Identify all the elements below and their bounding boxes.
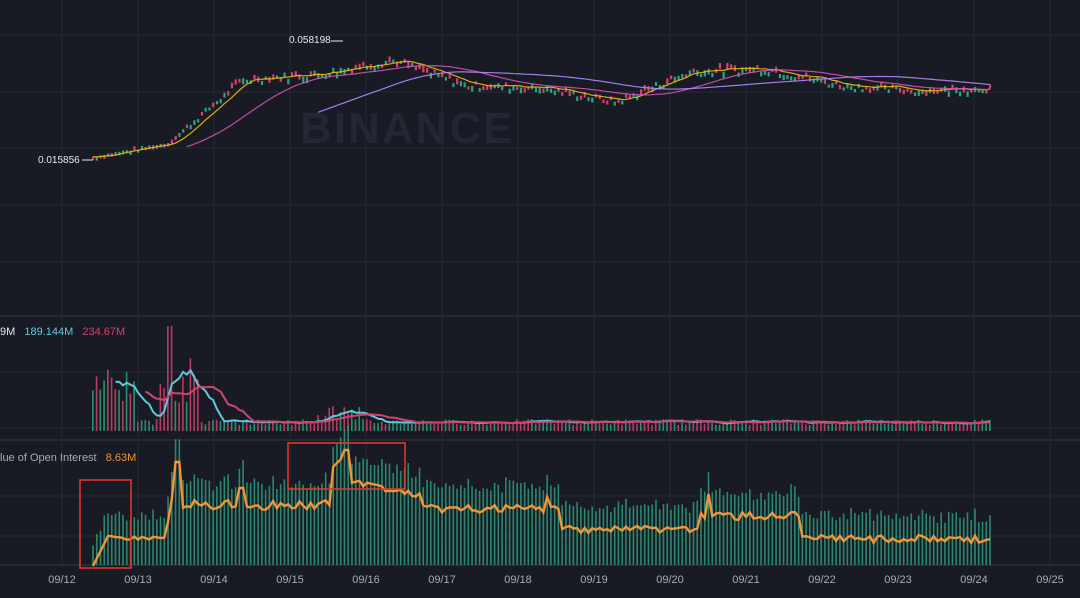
time-axis-label: 09/18 bbox=[504, 574, 532, 586]
volume-legend-value-1: 9M bbox=[0, 326, 16, 338]
min-price-label: 0.015856 bbox=[38, 155, 80, 166]
volume-legend-value-2: 189.144M bbox=[24, 326, 74, 338]
time-axis-label: 09/19 bbox=[580, 574, 608, 586]
time-axis-label: 09/12 bbox=[48, 574, 76, 586]
time-axis-label: 09/20 bbox=[656, 574, 684, 586]
time-axis-label: 09/14 bbox=[200, 574, 228, 586]
binance-watermark: BINANCE bbox=[300, 104, 515, 153]
time-axis-label: 09/21 bbox=[732, 574, 760, 586]
time-axis-label: 09/13 bbox=[124, 574, 152, 586]
oi-legend-title: lue of Open Interest bbox=[0, 452, 97, 464]
time-axis-label: 09/23 bbox=[884, 574, 912, 586]
oi-legend-value: 8.63M bbox=[105, 452, 137, 464]
volume-legend-value-3: 234.67M bbox=[82, 326, 126, 338]
time-axis-label: 09/15 bbox=[276, 574, 304, 586]
max-price-label: 0.058198 bbox=[289, 35, 331, 46]
oi-legend: lue of Open Interest 8.63M bbox=[0, 452, 142, 464]
volume-legend: 9M 189.144M 234.67M bbox=[0, 326, 131, 338]
time-axis-label: 09/24 bbox=[960, 574, 988, 586]
time-axis-label: 09/16 bbox=[352, 574, 380, 586]
time-axis-label: 09/25 bbox=[1036, 574, 1064, 586]
time-axis-label: 09/22 bbox=[808, 574, 836, 586]
time-axis-label: 09/17 bbox=[428, 574, 456, 586]
